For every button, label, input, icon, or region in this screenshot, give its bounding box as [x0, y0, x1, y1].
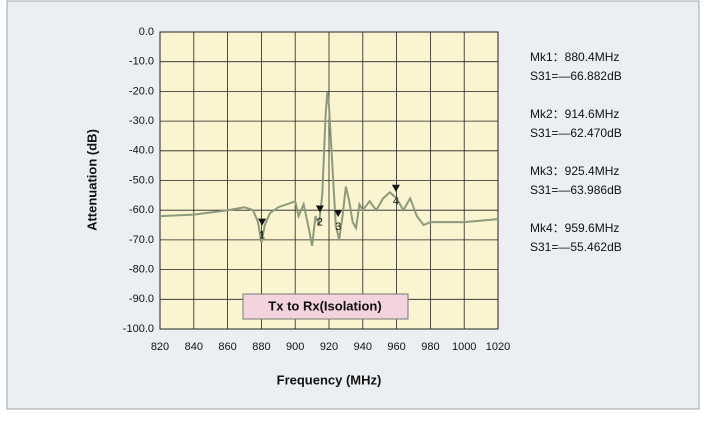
readout: S31=—62.470dB — [530, 126, 622, 140]
annotation: Tx to Rx(Isolation) — [268, 298, 381, 313]
x-tick-label: 900 — [286, 341, 304, 353]
y-tick-label: -70.0 — [129, 234, 154, 246]
marker — [258, 218, 267, 226]
x-tick-label: 960 — [387, 341, 405, 353]
y-tick-label: -40.0 — [129, 145, 154, 157]
marker — [315, 205, 324, 213]
readout: Mk2：914.6MHz — [530, 107, 619, 121]
readout: S31=—63.986dB — [530, 183, 622, 197]
x-axis-label: Frequency (MHz) — [277, 372, 382, 387]
y-tick-label: -60.0 — [129, 204, 154, 216]
y-axis-label: Attenuation (dB) — [84, 129, 99, 231]
annotation-box — [242, 293, 409, 320]
readout: S31=—66.882dB — [530, 69, 622, 83]
x-tick-label: 820 — [151, 341, 169, 353]
readout: Mk4：959.6MHz — [530, 221, 619, 235]
y-tick-label: -80.0 — [129, 264, 154, 276]
marker-label: 3 — [335, 221, 341, 233]
x-tick-label: 940 — [354, 341, 372, 353]
y-tick-label: -50.0 — [129, 174, 154, 186]
readout: Mk3：925.4MHz — [530, 164, 619, 178]
x-tick-label: 1000 — [452, 341, 476, 353]
x-tick-label: 880 — [252, 341, 270, 353]
y-tick-label: -10.0 — [129, 56, 154, 68]
readout: S31=—55.462dB — [530, 240, 622, 254]
y-tick-label: -30.0 — [129, 115, 154, 127]
marker — [391, 184, 400, 192]
y-tick-label: -20.0 — [129, 85, 154, 97]
trace-line — [159, 91, 499, 247]
marker-label: 2 — [317, 216, 323, 228]
marker — [334, 210, 343, 218]
readout: Mk1：880.4MHz — [530, 50, 619, 64]
marker-label: 4 — [393, 196, 399, 208]
x-tick-label: 1020 — [486, 341, 510, 353]
y-tick-label: 0.0 — [139, 26, 154, 38]
x-tick-label: 980 — [421, 341, 439, 353]
y-tick-label: -90.0 — [129, 293, 154, 305]
marker-label: 1 — [259, 230, 265, 242]
x-tick-label: 840 — [185, 341, 203, 353]
x-tick-label: 860 — [218, 341, 236, 353]
x-tick-label: 920 — [320, 341, 338, 353]
y-tick-label: -100.0 — [123, 323, 154, 335]
